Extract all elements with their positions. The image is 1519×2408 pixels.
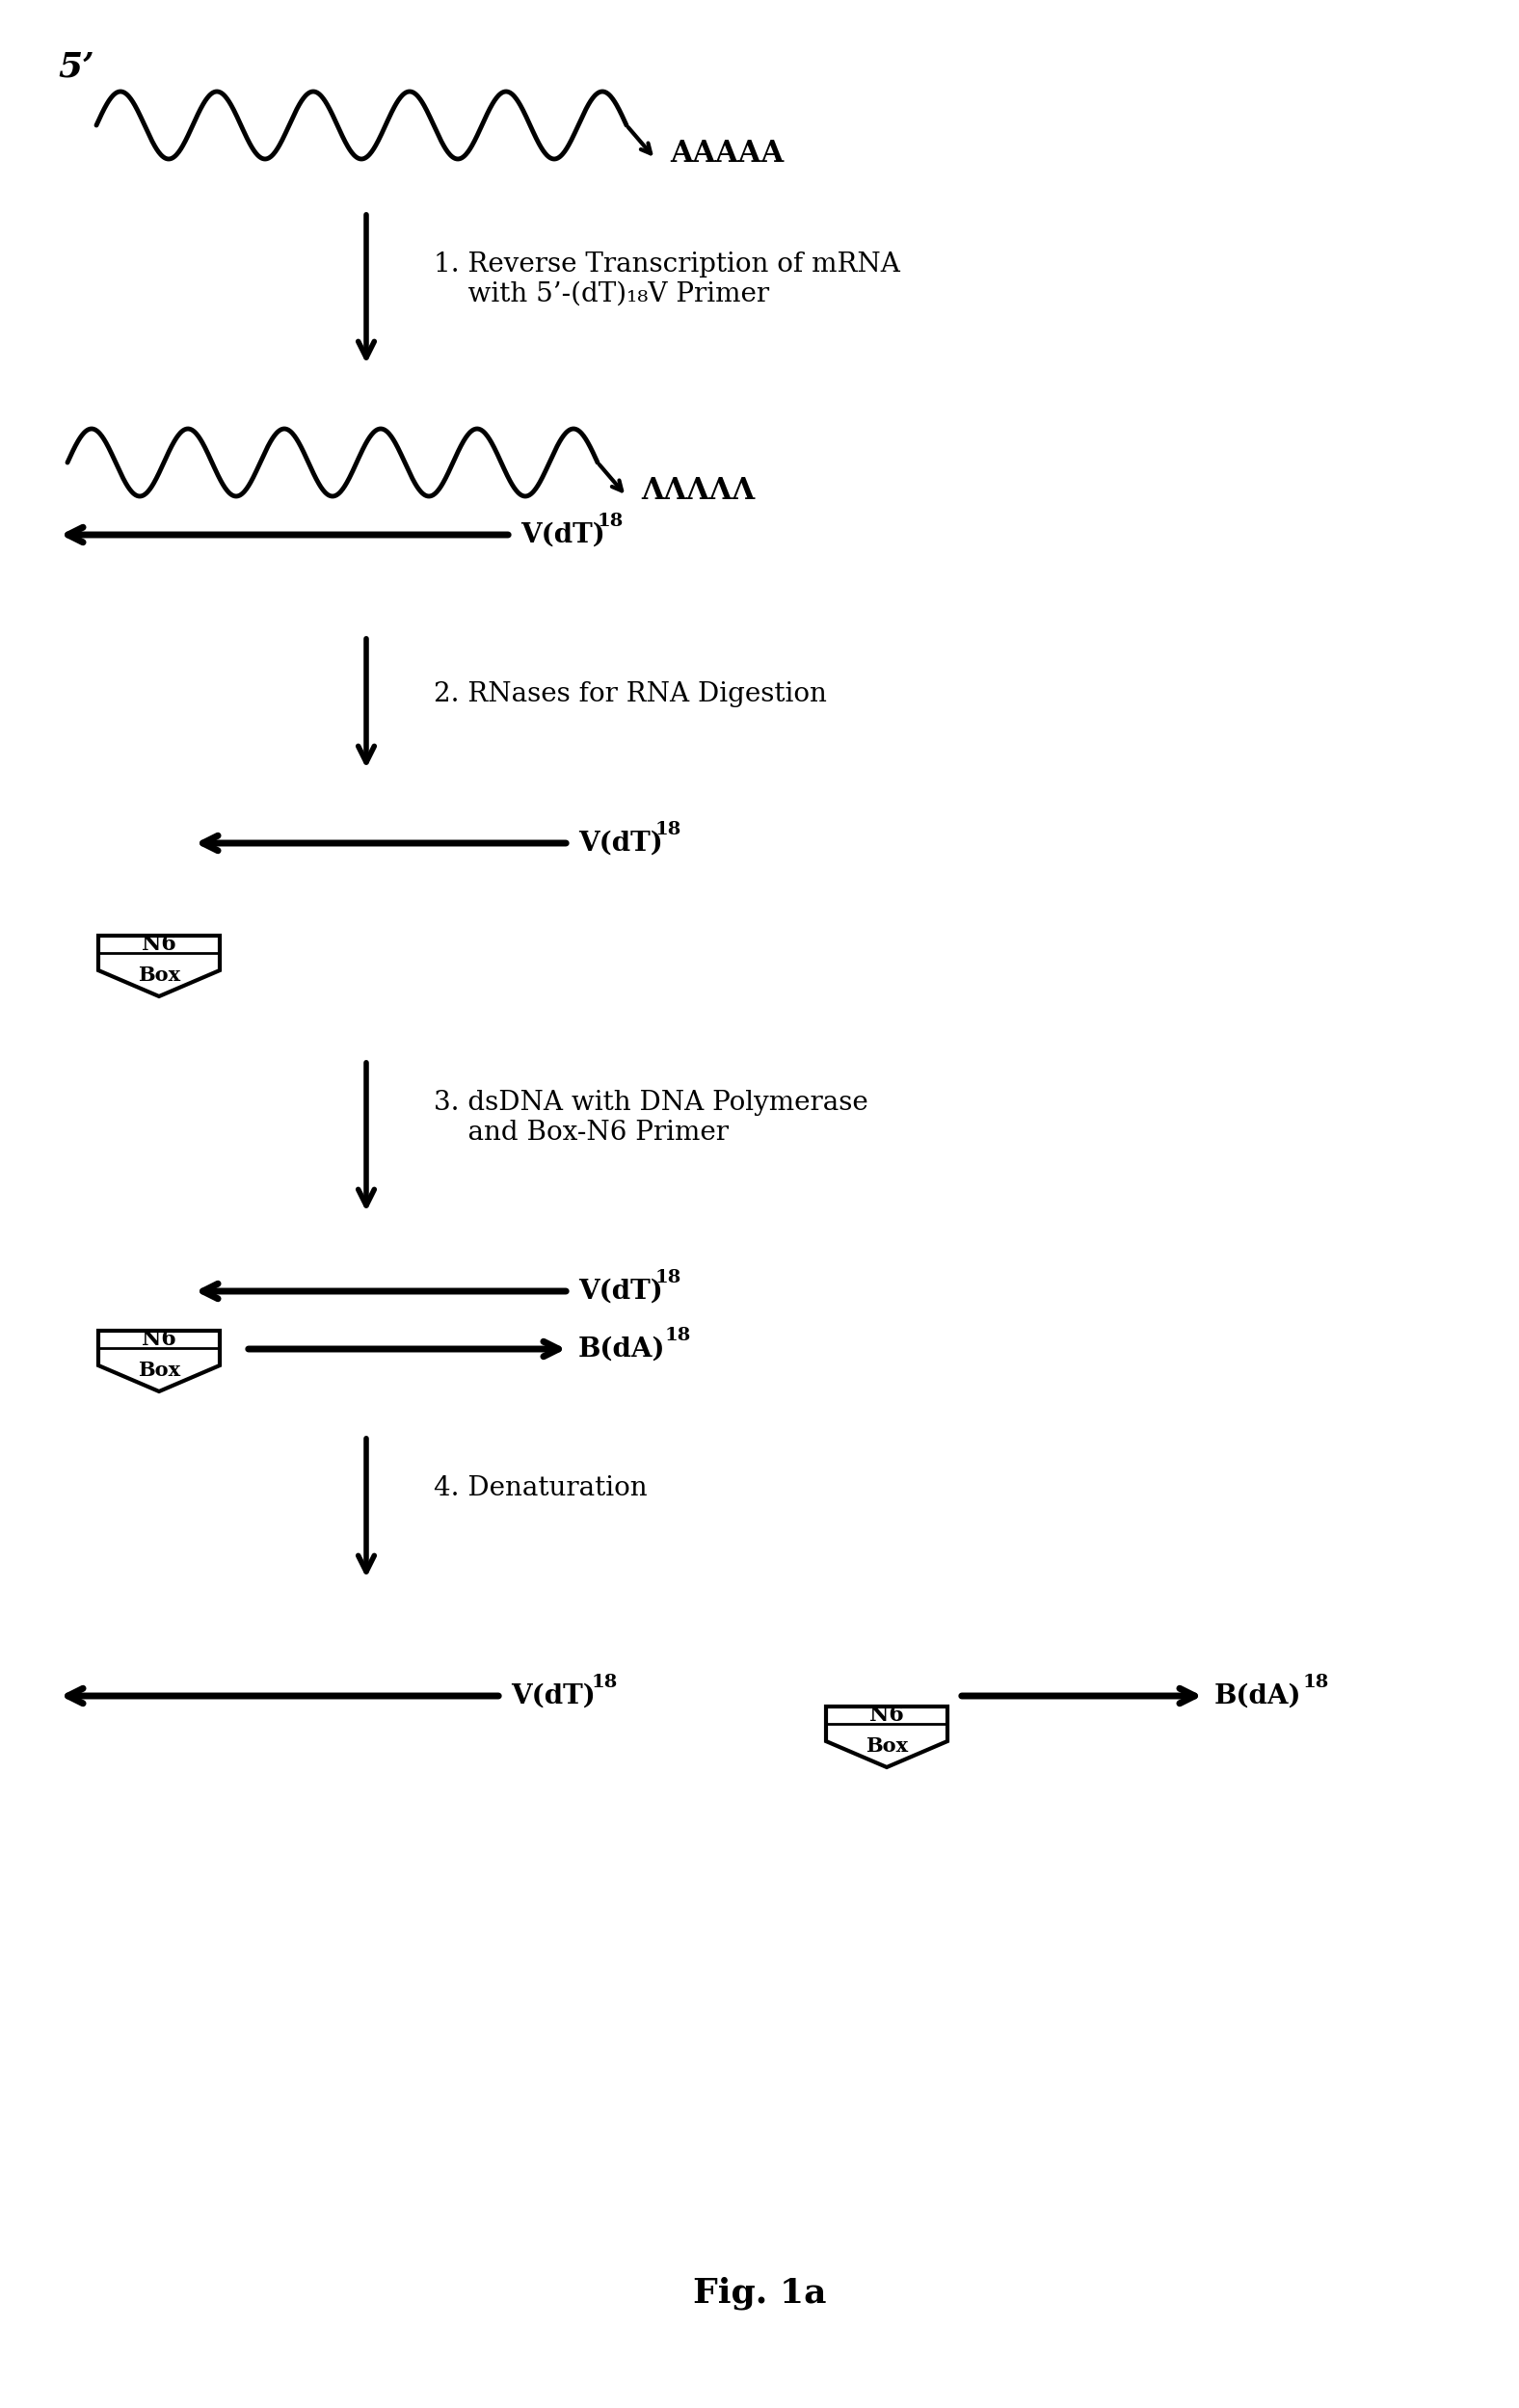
Text: V(dT): V(dT) <box>521 523 605 547</box>
Text: 18: 18 <box>592 1674 618 1690</box>
Text: ΛΛΛΛΛ: ΛΛΛΛΛ <box>641 477 755 506</box>
Text: 18: 18 <box>655 1269 682 1286</box>
Text: 3. dsDNA with DNA Polymerase
    and Box-N6 Primer: 3. dsDNA with DNA Polymerase and Box-N6 … <box>434 1091 869 1146</box>
Text: V(dT): V(dT) <box>579 1279 662 1305</box>
Text: 2. RNases for RNA Digestion: 2. RNases for RNA Digestion <box>434 681 826 708</box>
Text: B(dA): B(dA) <box>1214 1683 1302 1710</box>
Text: B(dA): B(dA) <box>579 1336 665 1363</box>
Text: Fig. 1a: Fig. 1a <box>693 2276 826 2309</box>
Text: N6: N6 <box>141 934 176 956</box>
Text: 4. Denaturation: 4. Denaturation <box>434 1476 647 1503</box>
Text: 5’: 5’ <box>58 51 94 84</box>
Text: Box: Box <box>866 1736 908 1755</box>
Text: N6: N6 <box>141 1329 176 1351</box>
Text: 18: 18 <box>665 1327 691 1344</box>
Text: 1. Reverse Transcription of mRNA
    with 5’-(dT)₁₈V Primer: 1. Reverse Transcription of mRNA with 5’… <box>434 250 901 308</box>
Text: 18: 18 <box>597 513 624 530</box>
Text: AAAAA: AAAAA <box>670 140 784 169</box>
Text: N6: N6 <box>869 1705 904 1727</box>
Text: 18: 18 <box>655 821 682 838</box>
Text: V(dT): V(dT) <box>510 1683 595 1710</box>
Text: V(dT): V(dT) <box>579 831 662 857</box>
Text: 18: 18 <box>1303 1674 1329 1690</box>
Text: Box: Box <box>138 1361 181 1380</box>
Text: Box: Box <box>138 966 181 985</box>
